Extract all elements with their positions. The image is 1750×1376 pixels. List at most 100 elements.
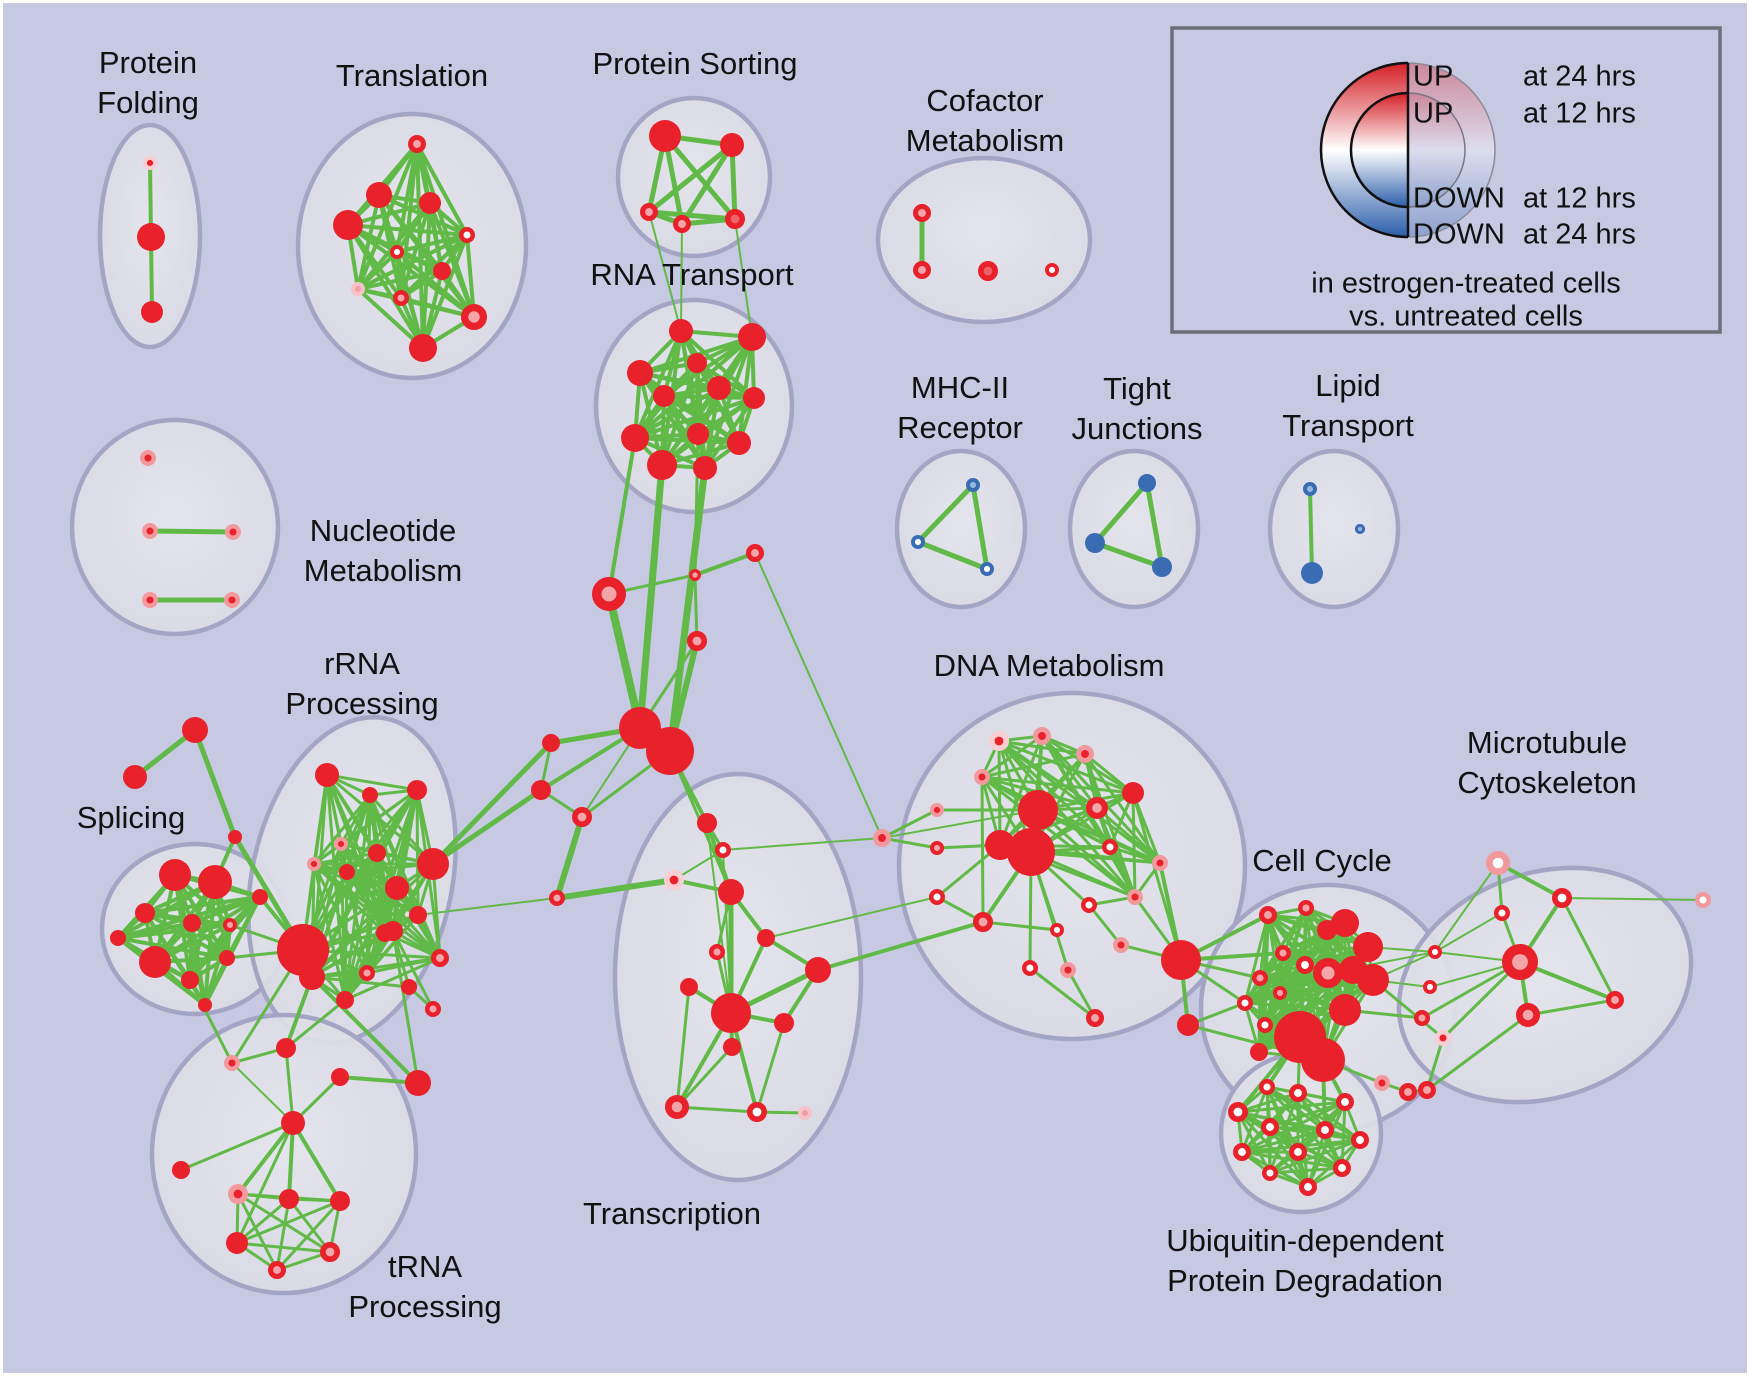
network-node-rt12 — [693, 456, 717, 480]
legend-time-label: at 12 hrs — [1523, 183, 1636, 215]
cluster-label-line: Lipid — [1315, 368, 1381, 403]
network-edge — [391, 929, 420, 1085]
cluster-ellipse-nucleotide_metabolism — [69, 417, 281, 637]
network-edge — [1236, 1100, 1347, 1114]
cluster-label-tight_junctions: Tight Junctions — [1072, 371, 1203, 446]
network-node-lt3 — [1354, 523, 1366, 535]
network-node-dm15 — [1126, 888, 1143, 905]
network-node-rr15 — [277, 924, 329, 976]
network-node-tx10 — [774, 1013, 794, 1033]
network-edge — [734, 218, 753, 338]
network-edge — [346, 223, 469, 237]
network-node-tn4 — [279, 1189, 299, 1209]
network-node-dm10 — [1018, 790, 1058, 830]
network-node-rr9 — [417, 848, 449, 880]
network-edge — [980, 775, 985, 924]
network-edge — [338, 1075, 420, 1085]
network-edge — [235, 1199, 342, 1245]
cluster-label-line: MHC-II — [911, 370, 1009, 405]
network-node-tn7 — [319, 1242, 340, 1263]
cluster-label-translation: Translation — [336, 58, 488, 93]
network-node-cc28 — [1413, 1009, 1430, 1026]
network-node-dm17 — [972, 911, 993, 932]
network-edge — [417, 897, 558, 916]
network-edge — [356, 287, 425, 350]
network-node-lt1 — [1302, 481, 1317, 496]
network-node-cc15 — [1329, 994, 1361, 1026]
network-edge — [703, 335, 754, 470]
network-node-tr5 — [458, 227, 475, 244]
network-node-tg3 — [228, 830, 242, 844]
network-node-sl2 — [198, 865, 232, 899]
network-node-dm12 — [985, 830, 1015, 860]
cluster-label-line: Transport — [1282, 408, 1414, 443]
network-edge — [765, 896, 938, 939]
network-node-tn6 — [226, 1232, 248, 1254]
network-edge — [1561, 897, 1704, 901]
network-edge — [356, 233, 469, 291]
network-edge — [143, 895, 262, 915]
legend-direction-label: UP — [1413, 61, 1453, 93]
legend-direction-label: UP — [1413, 98, 1453, 130]
network-node-tr8 — [350, 281, 365, 296]
network-node-cc22 — [1373, 1074, 1390, 1091]
network-edge — [1268, 1138, 1362, 1175]
network-node-nm2 — [142, 522, 159, 539]
network-node-tr7 — [433, 262, 451, 280]
network-node-sl11 — [198, 998, 212, 1012]
network-node-tr1 — [407, 135, 426, 154]
network-node-sl5 — [223, 918, 238, 933]
legend-wheel-outer-left-arc — [1319, 61, 1409, 239]
cluster-label-rna_transport: RNA Transport — [590, 257, 794, 292]
network-edge — [648, 211, 682, 332]
network-edge — [997, 739, 1002, 847]
network-node-rt11 — [647, 450, 677, 480]
network-node-cf4 — [1044, 262, 1059, 277]
network-edge — [192, 727, 238, 840]
legend-time-label: at 24 hrs — [1523, 219, 1636, 251]
cluster-label-lipid_transport: Lipid Transport — [1282, 368, 1414, 443]
network-edge — [1236, 1091, 1300, 1114]
network-node-tn10 — [276, 1038, 296, 1058]
network-edge — [980, 775, 1135, 795]
network-node-tx9 — [711, 993, 751, 1033]
network-node-cc19 — [1258, 1078, 1275, 1095]
cluster-label-line: Ubiquitin-dependent — [1166, 1223, 1444, 1258]
network-node-cc13 — [1236, 994, 1253, 1011]
network-edge — [287, 1197, 332, 1254]
network-node-rr13 — [358, 964, 375, 981]
legend-note-line: vs. untreated cells — [1349, 301, 1583, 333]
network-edge — [675, 1105, 759, 1114]
network-node-ps4 — [673, 215, 692, 234]
network-edge — [368, 793, 442, 960]
cluster-label-line: Metabolism — [906, 123, 1065, 158]
network-edge — [312, 851, 379, 866]
network-node-tx12 — [664, 1094, 689, 1119]
network-node-dm13 — [1101, 838, 1118, 855]
network-node-tx6 — [708, 943, 725, 960]
cluster-label-line: Translation — [336, 58, 488, 93]
network-edge — [312, 862, 369, 975]
network-edge — [1144, 480, 1165, 570]
network-node-tx2 — [714, 841, 731, 858]
network-node-rt9 — [687, 423, 709, 445]
network-node-uq1 — [1228, 1102, 1249, 1123]
network-node-rr7 — [339, 864, 355, 880]
network-edge — [1434, 912, 1503, 953]
network-edge — [1425, 1036, 1445, 1092]
network-edge — [287, 1121, 295, 1201]
network-node-tn3 — [228, 1184, 249, 1205]
network-edge — [1243, 1001, 1347, 1012]
network-edge — [1268, 1125, 1344, 1170]
network-edge — [722, 849, 732, 1014]
network-node-rr4 — [333, 837, 348, 852]
cluster-ellipse-cofactor_metabolism — [875, 155, 1093, 325]
cluster-label-line: Cofactor — [926, 83, 1043, 118]
network-edge — [633, 335, 754, 440]
network-node-hb6 — [686, 630, 707, 651]
network-edge — [1496, 861, 1564, 900]
network-edge — [980, 734, 1044, 779]
network-edge — [235, 1121, 295, 1245]
network-edge — [1036, 808, 1162, 865]
